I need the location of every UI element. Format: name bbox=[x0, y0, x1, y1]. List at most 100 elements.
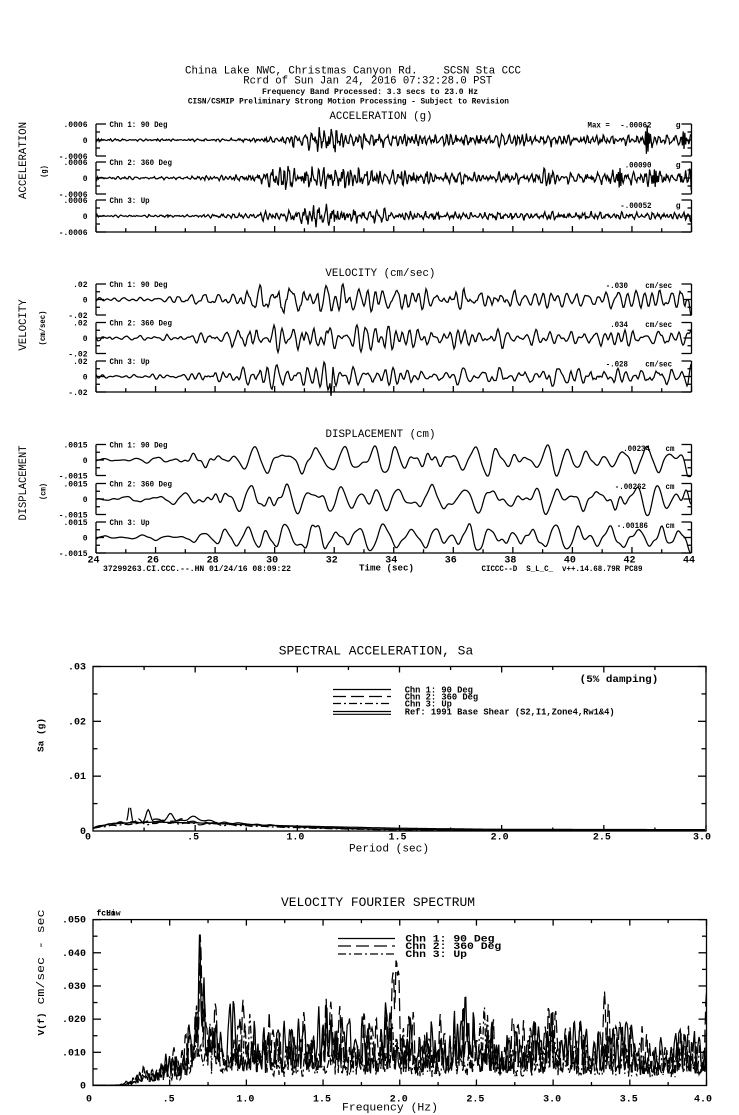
svg-text:Chn 2: 360 Deg: Chn 2: 360 Deg bbox=[110, 319, 173, 328]
svg-text:44: 44 bbox=[683, 556, 695, 567]
svg-text:40: 40 bbox=[564, 556, 576, 567]
svg-text:0: 0 bbox=[80, 827, 86, 838]
svg-text:Sa (g): Sa (g) bbox=[36, 718, 47, 752]
svg-text:0: 0 bbox=[83, 373, 88, 382]
svg-text:Max =: Max = bbox=[588, 122, 610, 131]
svg-text:(5% damping): (5% damping) bbox=[580, 674, 659, 686]
svg-text:g: g bbox=[676, 202, 681, 211]
svg-text:.0006: .0006 bbox=[63, 159, 87, 168]
svg-text:32: 32 bbox=[326, 556, 338, 567]
svg-text:1.5: 1.5 bbox=[388, 833, 406, 844]
svg-text:0: 0 bbox=[83, 457, 88, 466]
svg-text:(cm): (cm) bbox=[40, 483, 49, 500]
svg-text:0: 0 bbox=[86, 1095, 92, 1106]
svg-text:Period (sec): Period (sec) bbox=[349, 844, 429, 856]
svg-text:42: 42 bbox=[623, 556, 635, 567]
svg-text:0: 0 bbox=[83, 534, 88, 543]
svg-text:2.0: 2.0 bbox=[491, 833, 509, 844]
svg-text:g: g bbox=[676, 162, 681, 171]
svg-text:.010: .010 bbox=[62, 1048, 86, 1059]
svg-text:34: 34 bbox=[385, 556, 397, 567]
svg-text:.050: .050 bbox=[62, 916, 86, 927]
svg-text:.5: .5 bbox=[163, 1095, 175, 1106]
svg-text:.02: .02 bbox=[73, 358, 88, 367]
svg-text:24: 24 bbox=[87, 556, 99, 567]
svg-text:-.00052: -.00052 bbox=[620, 202, 651, 211]
svg-text:-.02: -.02 bbox=[68, 350, 87, 359]
svg-text:VELOCITY (cm/sec): VELOCITY (cm/sec) bbox=[325, 268, 435, 280]
svg-text:Chn 3: Up: Chn 3: Up bbox=[405, 949, 467, 961]
svg-text:Chn 1: 90 Deg: Chn 1: 90 Deg bbox=[110, 441, 168, 450]
svg-text:0: 0 bbox=[83, 175, 88, 184]
svg-text:-.028: -.028 bbox=[606, 361, 628, 370]
svg-text:.034: .034 bbox=[610, 321, 628, 330]
svg-text:China Lake NWC, Christmas Cany: China Lake NWC, Christmas Canyon Rd. SCS… bbox=[185, 65, 522, 77]
svg-text:-.030: -.030 bbox=[606, 282, 628, 291]
svg-text:0: 0 bbox=[80, 1082, 86, 1093]
svg-text:Rcrd of Sun Jan 24, 2016 07:32: Rcrd of Sun Jan 24, 2016 07:32:28.0 PST bbox=[243, 76, 492, 88]
svg-text:38: 38 bbox=[504, 556, 516, 567]
svg-text:Chn 2: 360 Deg: Chn 2: 360 Deg bbox=[110, 159, 173, 168]
svg-text:Chn 3: Up: Chn 3: Up bbox=[110, 358, 150, 367]
svg-text:cm/sec: cm/sec bbox=[645, 361, 672, 370]
svg-text:SPECTRAL ACCELERATION, Sa: SPECTRAL ACCELERATION, Sa bbox=[279, 644, 474, 659]
svg-text:cm: cm bbox=[666, 522, 675, 531]
svg-text:-.00062: -.00062 bbox=[620, 122, 651, 131]
svg-text:.0015: .0015 bbox=[63, 441, 87, 450]
svg-text:fcHi: fcHi bbox=[97, 909, 116, 918]
svg-text:Chn 1: 90 Deg: Chn 1: 90 Deg bbox=[405, 933, 494, 945]
svg-text:Chn 2: 360 Deg: Chn 2: 360 Deg bbox=[405, 692, 479, 702]
svg-text:3.0: 3.0 bbox=[543, 1095, 561, 1106]
svg-text:.02: .02 bbox=[68, 717, 86, 728]
svg-text:cm/sec: cm/sec bbox=[645, 321, 672, 330]
svg-text:-.00262: -.00262 bbox=[615, 483, 646, 492]
svg-text:-.0015: -.0015 bbox=[59, 472, 88, 481]
svg-text:g: g bbox=[676, 122, 681, 131]
svg-text:(cm/sec): (cm/sec) bbox=[39, 311, 48, 346]
svg-text:.0015: .0015 bbox=[63, 519, 87, 528]
svg-text:Chn 1: 90 Deg: Chn 1: 90 Deg bbox=[110, 121, 168, 130]
svg-text:1.5: 1.5 bbox=[313, 1095, 331, 1106]
svg-text:-.00186: -.00186 bbox=[617, 522, 648, 531]
svg-text:fcLow: fcLow bbox=[97, 909, 121, 918]
svg-text:.03: .03 bbox=[68, 663, 86, 674]
svg-text:Frequency Band Processed: 3.3: Frequency Band Processed: 3.3 secs to 23… bbox=[262, 88, 478, 97]
svg-text:.020: .020 bbox=[62, 1015, 86, 1026]
svg-text:.0006: .0006 bbox=[63, 197, 87, 206]
svg-text:0: 0 bbox=[83, 335, 88, 344]
svg-text:-.0015: -.0015 bbox=[59, 550, 88, 559]
svg-text:CICCC--D S_L_C_ v++.14.68.79: CICCC--D S_L_C_ v++.14.68.79R PC89 bbox=[482, 565, 643, 574]
svg-text:-.02: -.02 bbox=[68, 389, 87, 398]
svg-text:VELOCITY: VELOCITY bbox=[18, 299, 30, 351]
svg-text:.0006: .0006 bbox=[63, 121, 87, 130]
svg-text:.0015: .0015 bbox=[63, 480, 87, 489]
svg-text:0: 0 bbox=[83, 137, 88, 146]
svg-text:DISPLACEMENT (cm): DISPLACEMENT (cm) bbox=[326, 429, 436, 441]
svg-text:cm: cm bbox=[666, 483, 675, 492]
svg-text:26: 26 bbox=[147, 556, 159, 567]
svg-text:0: 0 bbox=[83, 213, 88, 222]
svg-text:Chn 3: Up: Chn 3: Up bbox=[110, 519, 150, 528]
svg-text:.02: .02 bbox=[73, 281, 88, 290]
svg-text:-.0015: -.0015 bbox=[59, 511, 88, 520]
svg-text:ACCELERATION: ACCELERATION bbox=[18, 122, 30, 199]
svg-text:V(f): V(f) bbox=[36, 1013, 47, 1036]
svg-text:37299263.CI.CCC.--.HN 01/24/16: 37299263.CI.CCC.--.HN 01/24/16 08:09:22 bbox=[103, 565, 291, 574]
svg-text:cm: cm bbox=[666, 445, 675, 454]
svg-text:Chn 3: Up: Chn 3: Up bbox=[110, 197, 150, 206]
svg-text:.02: .02 bbox=[73, 319, 88, 328]
svg-text:cm/sec: cm/sec bbox=[645, 282, 672, 291]
svg-text:-.0006: -.0006 bbox=[59, 229, 88, 238]
svg-text:cm/sec - sec: cm/sec - sec bbox=[36, 910, 48, 1005]
svg-text:0: 0 bbox=[85, 833, 91, 844]
svg-text:28: 28 bbox=[207, 556, 219, 567]
svg-text:30: 30 bbox=[266, 556, 278, 567]
svg-text:Ref: 1991 Base Shear (S2,I1,Zo: Ref: 1991 Base Shear (S2,I1,Zone4,Rw1&4) bbox=[405, 707, 615, 717]
svg-text:.00234: .00234 bbox=[623, 445, 650, 454]
svg-text:4.0: 4.0 bbox=[694, 1095, 712, 1106]
svg-text:Time (sec): Time (sec) bbox=[359, 564, 414, 574]
svg-text:.01: .01 bbox=[68, 772, 86, 783]
svg-text:.00090: .00090 bbox=[625, 162, 652, 171]
svg-text:0: 0 bbox=[83, 496, 88, 505]
svg-text:0: 0 bbox=[83, 296, 88, 305]
